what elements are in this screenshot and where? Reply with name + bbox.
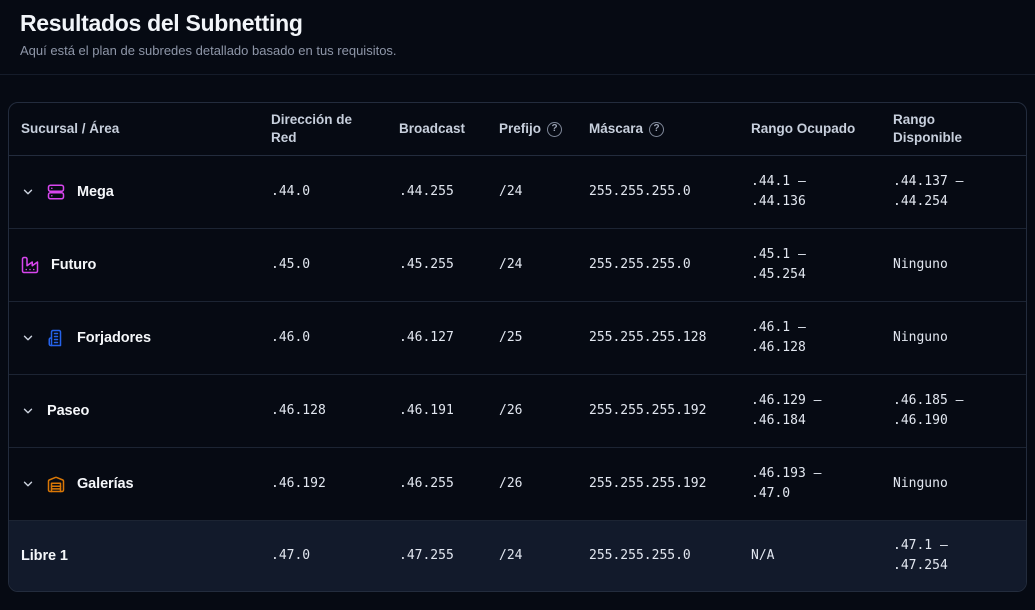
- available-range-cell: Ninguno: [893, 329, 948, 345]
- available-range-cell: .46.185 – .46.190: [893, 392, 964, 428]
- occupied-range-cell: .45.1 – .45.254: [751, 246, 806, 282]
- help-icon[interactable]: ?: [547, 121, 563, 137]
- available-range-cell: .44.137 – .44.254: [893, 173, 964, 209]
- sucursal-cell: Libre 1: [9, 548, 261, 564]
- network-address-cell: .47.0: [271, 547, 311, 563]
- mask-cell: 255.255.255.128: [589, 329, 707, 345]
- mask-cell: 255.255.255.0: [589, 256, 691, 272]
- occupied-range-cell: .46.1 – .46.128: [751, 319, 806, 355]
- column-header-label: Prefijo: [499, 120, 542, 136]
- row-label: Futuro: [51, 257, 97, 273]
- column-header-prefix: Prefijo ?: [489, 120, 579, 138]
- occupied-range-cell: N/A: [751, 547, 775, 563]
- column-header-label: Broadcast: [399, 120, 466, 136]
- mask-cell: 255.255.255.192: [589, 402, 707, 418]
- row-label: Mega: [77, 184, 114, 200]
- column-header-label: Sucursal / Área: [21, 120, 120, 136]
- table-row: Galerías .46.192 .46.255 /26 255.255.255…: [9, 448, 1026, 521]
- chevron-down-icon[interactable]: [21, 477, 35, 491]
- subnetting-results-table: Sucursal / Área Dirección de Red Broadca…: [8, 102, 1027, 592]
- broadcast-cell: .44.255: [399, 183, 454, 199]
- page-subtitle: Aquí está el plan de subredes detallado …: [20, 43, 397, 58]
- building-icon: [47, 329, 65, 347]
- row-label: Libre 1: [21, 548, 68, 564]
- sucursal-cell: Paseo: [9, 403, 261, 419]
- column-header-broadcast: Broadcast: [389, 120, 489, 138]
- broadcast-cell: .46.255: [399, 475, 454, 491]
- table-row: Forjadores .46.0 .46.127 /25 255.255.255…: [9, 302, 1026, 375]
- prefix-cell: /26: [499, 475, 523, 491]
- column-header-available: Rango Disponible: [883, 111, 1026, 147]
- column-header-network: Dirección de Red: [261, 111, 389, 147]
- row-label: Forjadores: [77, 330, 151, 346]
- table-body: Mega .44.0 .44.255 /24 255.255.255.0 .44…: [9, 156, 1026, 591]
- factory-icon: [21, 256, 39, 274]
- server-icon: [47, 183, 65, 201]
- warehouse-icon: [47, 475, 65, 493]
- mask-cell: 255.255.255.192: [589, 475, 707, 491]
- page-header: Resultados del Subnetting Aquí está el p…: [0, 0, 1035, 75]
- broadcast-cell: .46.191: [399, 402, 454, 418]
- broadcast-cell: .45.255: [399, 256, 454, 272]
- prefix-cell: /26: [499, 402, 523, 418]
- row-label: Galerías: [77, 476, 134, 492]
- column-header-label: Rango Disponible: [893, 111, 963, 145]
- network-address-cell: .44.0: [271, 183, 311, 199]
- sucursal-cell: Galerías: [9, 475, 261, 493]
- network-address-cell: .46.128: [271, 402, 326, 418]
- help-icon[interactable]: ?: [649, 121, 665, 137]
- available-range-cell: Ninguno: [893, 475, 948, 491]
- mask-cell: 255.255.255.0: [589, 547, 691, 563]
- column-header-sucursal: Sucursal / Área: [9, 120, 261, 138]
- network-address-cell: .46.0: [271, 329, 311, 345]
- table-row: Libre 1 .47.0 .47.255 /24 255.255.255.0 …: [9, 521, 1026, 591]
- sucursal-cell: Forjadores: [9, 329, 261, 347]
- available-range-cell: Ninguno: [893, 256, 948, 272]
- occupied-range-cell: .46.193 – .47.0: [751, 465, 822, 501]
- column-header-mask: Máscara ?: [579, 120, 741, 138]
- occupied-range-cell: .46.129 – .46.184: [751, 392, 822, 428]
- prefix-cell: /24: [499, 547, 523, 563]
- table-row: Futuro .45.0 .45.255 /24 255.255.255.0 .…: [9, 229, 1026, 302]
- occupied-range-cell: .44.1 – .44.136: [751, 173, 806, 209]
- prefix-cell: /25: [499, 329, 523, 345]
- prefix-cell: /24: [499, 183, 523, 199]
- network-address-cell: .46.192: [271, 475, 326, 491]
- chevron-down-icon[interactable]: [21, 404, 35, 418]
- table-row: Paseo .46.128 .46.191 /26 255.255.255.19…: [9, 375, 1026, 448]
- network-address-cell: .45.0: [271, 256, 311, 272]
- column-header-label: Dirección de Red: [271, 111, 353, 145]
- sucursal-cell: Futuro: [9, 256, 261, 274]
- chevron-down-icon[interactable]: [21, 331, 35, 345]
- mask-cell: 255.255.255.0: [589, 183, 691, 199]
- page-title: Resultados del Subnetting: [20, 10, 303, 36]
- available-range-cell: .47.1 – .47.254: [893, 537, 948, 573]
- broadcast-cell: .47.255: [399, 547, 454, 563]
- row-label: Paseo: [47, 403, 90, 419]
- table-row: Mega .44.0 .44.255 /24 255.255.255.0 .44…: [9, 156, 1026, 229]
- prefix-cell: /24: [499, 256, 523, 272]
- chevron-down-icon[interactable]: [21, 185, 35, 199]
- table-header-row: Sucursal / Área Dirección de Red Broadca…: [9, 103, 1026, 156]
- broadcast-cell: .46.127: [399, 329, 454, 345]
- column-header-occupied: Rango Ocupado: [741, 120, 883, 138]
- column-header-label: Rango Ocupado: [751, 120, 856, 136]
- column-header-label: Máscara: [589, 120, 644, 136]
- sucursal-cell: Mega: [9, 183, 261, 201]
